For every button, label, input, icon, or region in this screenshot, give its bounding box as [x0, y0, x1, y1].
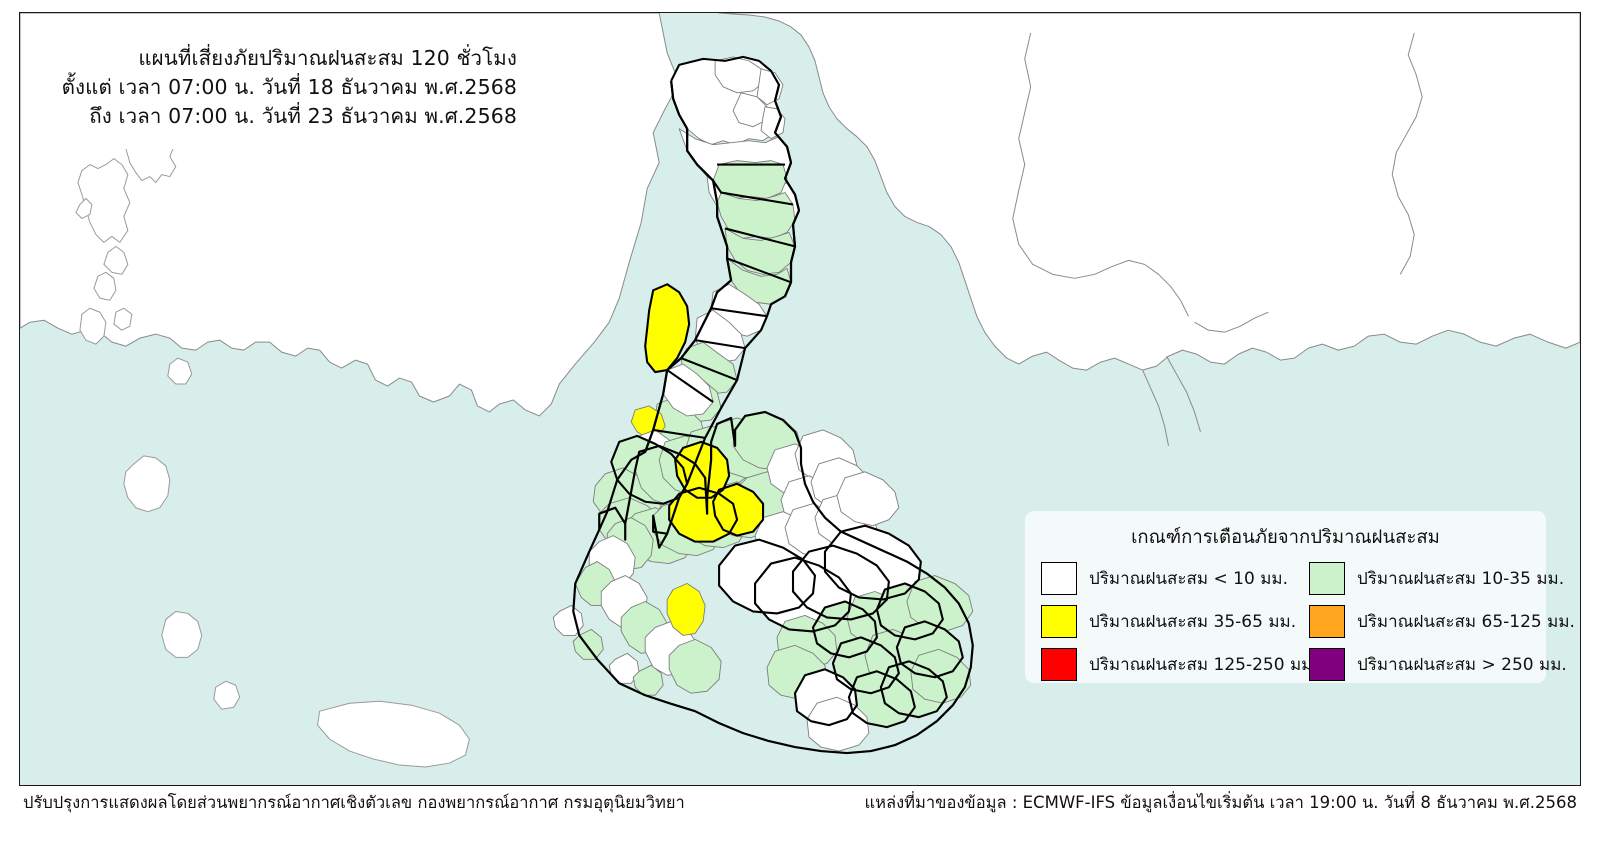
district-rainfall-35-65-southwest	[666, 583, 706, 636]
legend-label-65-125: ปริมาณฝนสะสม 65-125 มม.	[1357, 612, 1575, 632]
rainfall-risk-map: แผนที่เสี่ยงภัยปริมาณฝนสะสม 120 ชั่วโมง …	[19, 12, 1581, 786]
footer-bar: ปรับปรุงการแสดงผลโดยส่วนพยากรณ์อากาศเชิง…	[19, 790, 1581, 830]
southern-islands	[317, 700, 470, 768]
legend-swatch-10-35	[1309, 562, 1345, 595]
legend-item-65-125: ปริมาณฝนสะสม 65-125 มม.	[1309, 605, 1575, 638]
legend-item-gt-250: ปริมาณฝนสะสม > 250 มม.	[1309, 648, 1567, 681]
legend-panel: เกณฑ์การเตือนภัยจากปริมาณฝนสะสม ปริมาณฝน…	[1025, 511, 1575, 683]
legend-grid: ปริมาณฝนสะสม < 10 มม. ปริมาณฝนสะสม 10-35…	[1025, 562, 1575, 681]
legend-item-125-250: ปริมาณฝนสะสม 125-250 มม.	[1041, 648, 1318, 681]
foreign-landmass-northeast	[718, 13, 1580, 446]
legend-item-35-65: ปริมาณฝนสะสม 35-65 มม.	[1041, 605, 1309, 638]
legend-title: เกณฑ์การเตือนภัยจากปริมาณฝนสะสม	[1131, 527, 1440, 548]
legend-label-gt-250: ปริมาณฝนสะสม > 250 มม.	[1357, 655, 1567, 675]
map-title-line-2: ตั้งแต่ เวลา 07:00 น. วันที่ 18 ธันวาคม …	[61, 74, 517, 99]
legend-label-lt-10: ปริมาณฝนสะสม < 10 มม.	[1089, 569, 1289, 589]
footer-credit-left: ปรับปรุงการแสดงผลโดยส่วนพยากรณ์อากาศเชิง…	[23, 793, 685, 812]
legend-label-125-250: ปริมาณฝนสะสม 125-250 มม.	[1089, 655, 1318, 675]
legend-item-10-35: ปริมาณฝนสะสม 10-35 มม.	[1309, 562, 1565, 595]
map-title-line-1: แผนที่เสี่ยงภัยปริมาณฝนสะสม 120 ชั่วโมง	[138, 45, 517, 70]
legend-label-10-35: ปริมาณฝนสะสม 10-35 มม.	[1357, 569, 1565, 589]
legend-swatch-gt-250	[1309, 648, 1345, 681]
map-title-line-3: ถึง เวลา 07:00 น. วันที่ 23 ธันวาคม พ.ศ.…	[89, 104, 517, 129]
thailand-peninsula	[552, 55, 974, 755]
legend-swatch-65-125	[1309, 605, 1345, 638]
map-title-box: แผนที่เสี่ยงภัยปริมาณฝนสะสม 120 ชั่วโมง …	[40, 26, 539, 149]
legend-item-lt-10: ปริมาณฝนสะสม < 10 มม.	[1041, 562, 1309, 595]
legend-label-35-65: ปริมาณฝนสะสม 35-65 มม.	[1089, 612, 1297, 632]
map-canvas	[20, 13, 1580, 785]
legend-swatch-35-65	[1041, 605, 1077, 638]
legend-swatch-125-250	[1041, 648, 1077, 681]
legend-swatch-lt-10	[1041, 562, 1077, 595]
peninsula-coastline	[572, 80, 974, 755]
footer-source-right: แหล่งที่มาของข้อมูล : ECMWF-IFS ข้อมูลเง…	[864, 793, 1577, 812]
